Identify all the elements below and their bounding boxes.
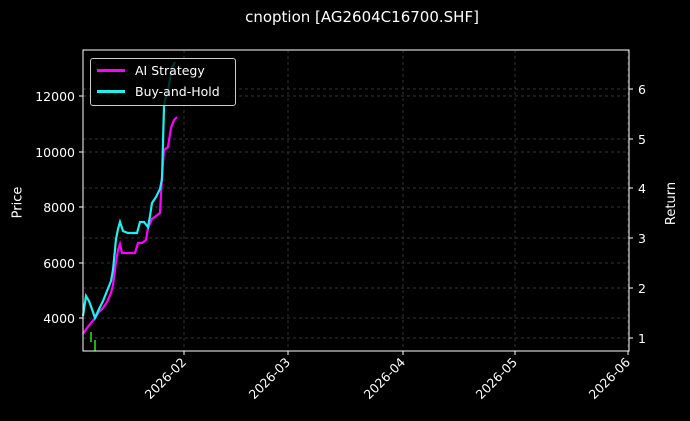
y-tick-left: 4000	[43, 311, 75, 326]
x-tick: 2026-06	[586, 354, 634, 402]
y-tick-right: 3	[638, 231, 646, 246]
y-tick-right: 5	[638, 132, 646, 147]
legend-label: Buy-and-Hold	[135, 84, 220, 99]
legend-swatch-ai-strategy	[97, 69, 125, 72]
series-buy-and-hold	[81, 61, 176, 322]
y-axis-label-left: Price	[10, 186, 26, 219]
y-tick-left: 12000	[35, 89, 75, 104]
y-axis-label-right: Return	[664, 181, 680, 226]
x-tick: 2026-02	[142, 355, 190, 403]
x-tick: 2026-03	[246, 355, 294, 403]
legend-item: AI Strategy	[97, 63, 205, 78]
y-tick-left: 10000	[35, 145, 75, 160]
legend-swatch-buy-and-hold	[97, 90, 125, 93]
x-tick: 2026-04	[361, 354, 409, 402]
y-tick-right: 2	[638, 281, 646, 296]
x-tick: 2026-05	[473, 355, 521, 403]
y-tick-left: 6000	[43, 256, 75, 271]
legend-label: AI Strategy	[135, 63, 205, 78]
y-tick-left: 8000	[43, 200, 75, 215]
y-tick-right: 4	[638, 181, 646, 196]
legend-item: Buy-and-Hold	[97, 84, 220, 99]
y-tick-right: 6	[638, 82, 646, 97]
chart-title: cnoption [AG2604C16700.SHF]	[245, 8, 479, 26]
y-tick-right: 1	[638, 331, 646, 346]
legend: AI Strategy Buy-and-Hold	[90, 58, 236, 106]
